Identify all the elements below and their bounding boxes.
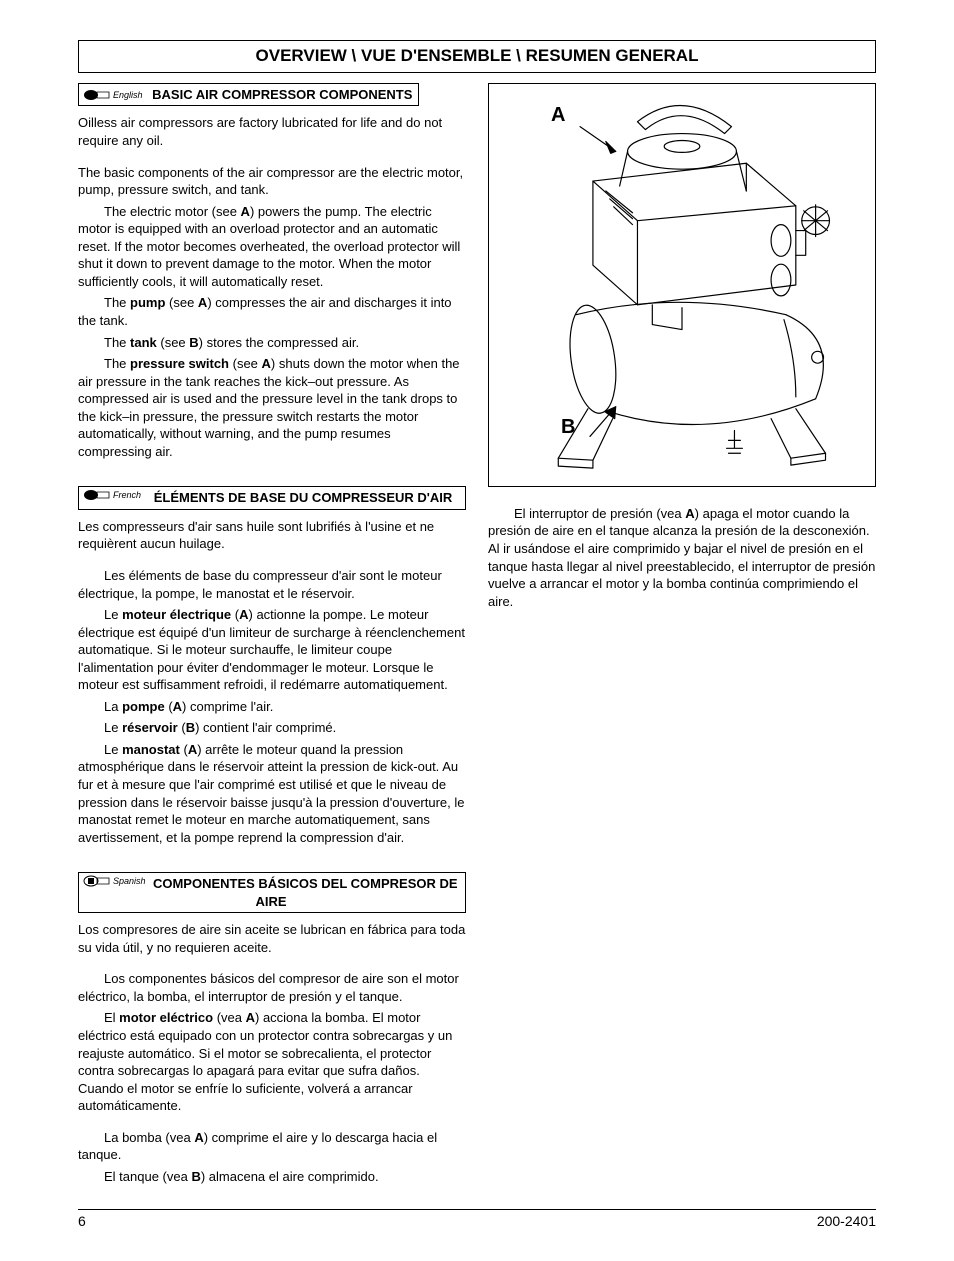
en-p2: The basic components of the air compress…	[78, 164, 466, 199]
left-column: English BASIC AIR COMPRESSOR COMPONENTS …	[78, 83, 466, 1189]
spanish-header-text: COMPONENTES BÁSICOS DEL COMPRESOR DE AIR…	[153, 876, 458, 909]
en-p6: The pressure switch (see A) shuts down t…	[78, 355, 466, 460]
en-p5: The tank (see B) stores the compressed a…	[78, 334, 466, 352]
es-p1: Los compresores de aire sin aceite se lu…	[78, 921, 466, 956]
figure-label-b: B	[561, 414, 575, 441]
fr-p4: La pompe (A) comprime l'air.	[78, 698, 466, 716]
figure-label-a: A	[551, 102, 565, 129]
spanish-lang-badge: Spanish	[83, 875, 146, 887]
es-p3: El motor eléctrico (vea A) acciona la bo…	[78, 1009, 466, 1114]
french-header-box: French ÉLÉMENTS DE BASE DU COMPRESSEUR D…	[78, 486, 466, 510]
document-number: 200-2401	[817, 1212, 876, 1231]
es-p4: La bomba (vea A) comprime el aire y lo d…	[78, 1129, 466, 1164]
en-p3: The electric motor (see A) powers the pu…	[78, 203, 466, 291]
es-p5: El tanque (vea B) almacena el aire compr…	[78, 1168, 466, 1186]
page-number: 6	[78, 1212, 86, 1231]
fr-p5: Le réservoir (B) contient l'air comprimé…	[78, 719, 466, 737]
compressor-diagram-icon	[497, 92, 867, 478]
english-lang-badge: English	[83, 89, 143, 101]
page-title: OVERVIEW \ VUE D'ENSEMBLE \ RESUMEN GENE…	[87, 45, 867, 68]
english-header-box: English BASIC AIR COMPRESSOR COMPONENTS	[78, 83, 419, 107]
english-lang-label: English	[113, 89, 143, 101]
content-columns: English BASIC AIR COMPRESSOR COMPONENTS …	[78, 83, 876, 1189]
french-header-text: ÉLÉMENTS DE BASE DU COMPRESSEUR D'AIR	[154, 490, 453, 505]
en-p4: The pump (see A) compresses the air and …	[78, 294, 466, 329]
fr-p1: Les compresseurs d'air sans huile sont l…	[78, 518, 466, 553]
spanish-lang-label: Spanish	[113, 875, 146, 887]
spanish-header-box: Spanish COMPONENTES BÁSICOS DEL COMPRESO…	[78, 872, 466, 913]
compressor-figure: A B	[488, 83, 876, 487]
french-lang-label: French	[113, 489, 141, 501]
es-right-p: El interruptor de presión (vea A) apaga …	[488, 505, 876, 610]
en-p1: Oilless air compressors are factory lubr…	[78, 114, 466, 149]
english-header-text: BASIC AIR COMPRESSOR COMPONENTS	[152, 87, 412, 102]
page-footer: 6 200-2401	[78, 1209, 876, 1231]
right-column: A B	[488, 83, 876, 1189]
es-p2: Los componentes básicos del compresor de…	[78, 970, 466, 1005]
page-title-box: OVERVIEW \ VUE D'ENSEMBLE \ RESUMEN GENE…	[78, 40, 876, 73]
french-lang-badge: French	[83, 489, 141, 501]
fr-p2: Les éléments de base du compresseur d'ai…	[78, 567, 466, 602]
fr-p6: Le manostat (A) arrête le moteur quand l…	[78, 741, 466, 846]
fr-p3: Le moteur électrique (A) actionne la pom…	[78, 606, 466, 694]
